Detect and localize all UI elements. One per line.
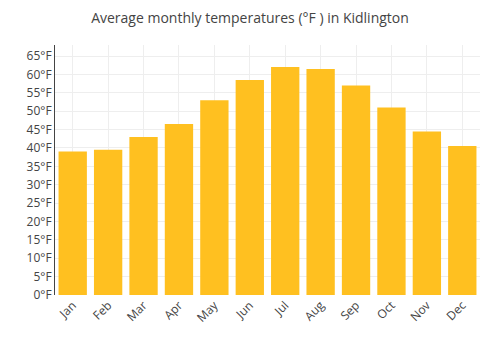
svg-text:Jul: Jul (270, 297, 292, 319)
svg-text:Feb: Feb (89, 297, 115, 323)
svg-text:Dec: Dec (442, 297, 469, 324)
svg-text:Jun: Jun (231, 297, 256, 322)
svg-text:25°F: 25°F (27, 194, 52, 211)
svg-text:65°F: 65°F (27, 47, 52, 64)
svg-text:10°F: 10°F (27, 249, 52, 266)
svg-text:May: May (193, 296, 222, 325)
svg-text:Oct: Oct (373, 297, 399, 323)
svg-text:Nov: Nov (406, 297, 434, 325)
svg-text:55°F: 55°F (27, 84, 52, 101)
svg-text:5°F: 5°F (33, 268, 51, 285)
svg-text:Mar: Mar (123, 297, 151, 325)
svg-text:Average monthly temperatures (: Average monthly temperatures (°F ) in Ki… (91, 8, 409, 27)
svg-text:Apr: Apr (160, 297, 186, 323)
svg-text:30°F: 30°F (27, 176, 52, 193)
svg-text:0°F: 0°F (33, 286, 51, 303)
svg-text:20°F: 20°F (27, 213, 52, 230)
svg-text:Aug: Aug (300, 297, 328, 325)
svg-text:45°F: 45°F (27, 121, 52, 138)
svg-text:Sep: Sep (336, 297, 363, 324)
svg-text:15°F: 15°F (27, 231, 52, 248)
svg-text:Jan: Jan (55, 297, 80, 322)
svg-text:50°F: 50°F (27, 102, 52, 119)
svg-text:40°F: 40°F (27, 139, 52, 156)
svg-text:60°F: 60°F (27, 66, 52, 83)
svg-text:35°F: 35°F (27, 158, 52, 175)
